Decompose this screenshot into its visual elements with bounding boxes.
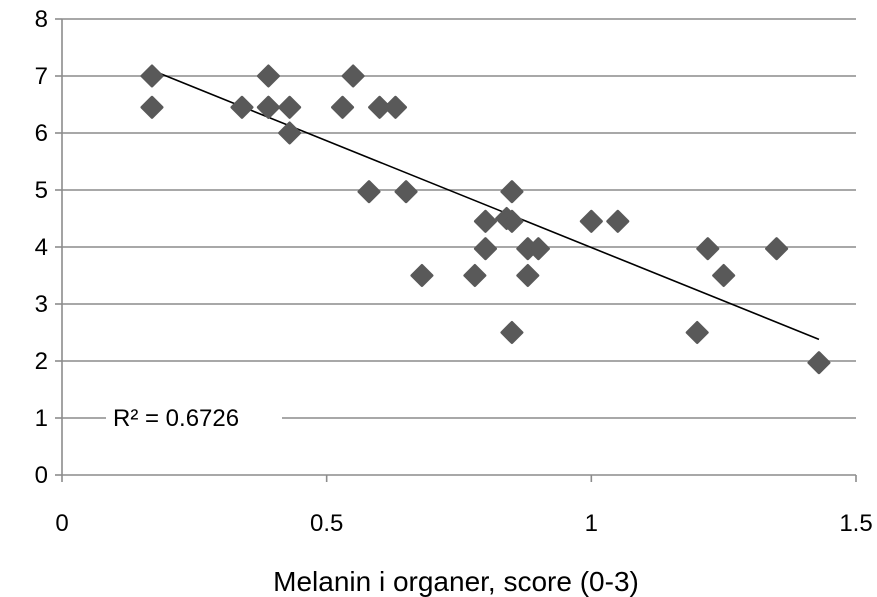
data-point: [473, 209, 497, 233]
gridlines: [62, 18, 856, 419]
data-point: [765, 237, 789, 261]
x-tick-label: 0.5: [310, 510, 343, 537]
data-point: [579, 209, 603, 233]
data-point: [606, 209, 630, 233]
y-tick-label: 7: [35, 63, 48, 90]
y-tick-label: 4: [35, 234, 48, 261]
data-point: [807, 351, 831, 375]
r2-label-background: [106, 400, 282, 434]
x-tick-label: 0: [55, 510, 68, 537]
data-point: [357, 180, 381, 204]
data-point: [140, 64, 164, 88]
x-tick-label: 1.5: [839, 510, 872, 537]
y-tick-label: 6: [35, 120, 48, 147]
data-point: [463, 264, 487, 287]
data-point: [410, 264, 434, 287]
y-tick-label: 8: [35, 6, 48, 33]
data-point: [341, 64, 365, 88]
y-tick-label: 2: [35, 348, 48, 375]
data-point: [712, 264, 736, 287]
data-point: [500, 209, 524, 233]
data-point: [500, 321, 524, 344]
data-point: [230, 95, 254, 119]
data-point: [696, 237, 720, 261]
trendline-group: [151, 69, 820, 341]
data-point: [500, 180, 524, 204]
x-axis-title: Melanin i organer, score (0-3): [273, 566, 639, 597]
y-tick-label: 1: [35, 405, 48, 432]
data-point: [685, 321, 709, 344]
data-point: [140, 95, 164, 119]
x-tick-label: 1: [585, 510, 598, 537]
data-point: [368, 95, 392, 119]
data-point: [526, 237, 550, 261]
data-point: [516, 264, 540, 287]
r2-label: R² = 0.6726: [113, 405, 239, 432]
annotation-group: R² = 0.6726: [106, 400, 282, 434]
axes: [55, 18, 857, 482]
data-point: [256, 95, 280, 119]
data-point: [278, 95, 302, 119]
data-point: [383, 95, 407, 119]
trendline: [151, 69, 820, 341]
data-point: [394, 180, 418, 204]
data-point: [331, 95, 355, 119]
data-point: [256, 64, 280, 88]
data-point: [473, 237, 497, 261]
tick-labels: 0 1 2 3 4 5 6 7 8 0 0.5 1 1.5: [35, 6, 873, 537]
y-tick-label: 0: [35, 462, 48, 489]
data-points: [140, 64, 831, 375]
data-point: [278, 121, 302, 145]
y-tick-label: 5: [35, 177, 48, 204]
y-tick-label: 3: [35, 291, 48, 318]
